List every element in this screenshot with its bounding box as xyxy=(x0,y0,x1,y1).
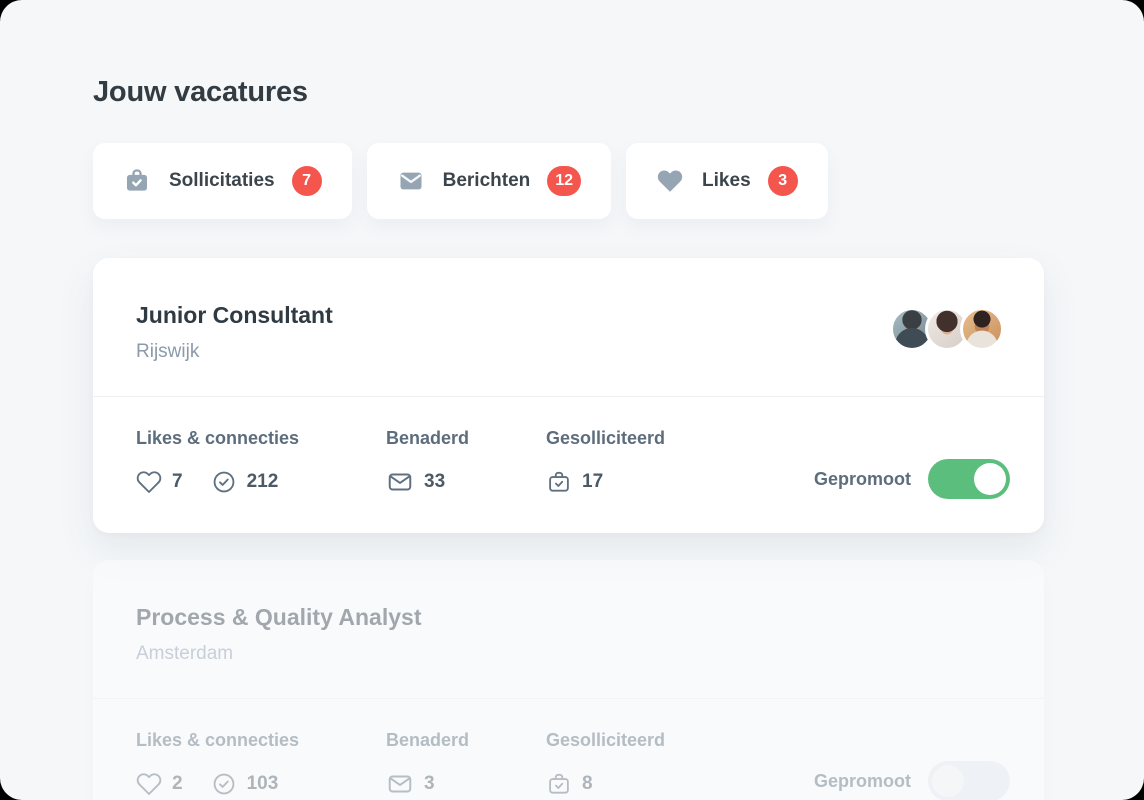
divider xyxy=(93,396,1044,397)
stat-values: 33 xyxy=(386,465,546,499)
heart-icon xyxy=(656,167,684,195)
promoted-toggle[interactable] xyxy=(928,761,1010,800)
summary-card-berichten[interactable]: Berichten 12 xyxy=(366,143,612,219)
likes-stat: 7 xyxy=(136,469,183,495)
briefcase-check-outline-icon xyxy=(546,469,572,495)
stat-label: Benaderd xyxy=(386,730,470,750)
applied-value: 8 xyxy=(582,773,593,794)
summary-row: Sollicitaties 7 Berichten 12 Likes 3 xyxy=(93,143,1044,219)
vacancy-card-process-quality-analyst[interactable]: Process & Quality Analyst Amsterdam Like… xyxy=(93,560,1044,800)
page-title: Jouw vacatures xyxy=(93,76,308,108)
stat-values: 2 103 xyxy=(136,767,386,800)
applied-stat: 17 xyxy=(546,469,603,495)
stat-values: 17 xyxy=(546,465,665,499)
promoted-control: Gepromoot xyxy=(814,761,1010,800)
envelope-icon xyxy=(397,167,425,195)
check-circle-icon xyxy=(211,771,237,797)
stat-col-benaderd: Benaderd 3 xyxy=(386,729,546,800)
stat-label: Likes & connecties xyxy=(136,730,300,750)
stat-col-gesolliciteerd: Gesolliciteerd 17 xyxy=(546,427,665,499)
likes-stat: 2 xyxy=(136,771,183,797)
connections-stat: 212 xyxy=(211,469,279,495)
vacancy-header: Junior Consultant Rijswijk xyxy=(93,258,1044,396)
avatar[interactable] xyxy=(960,307,1004,351)
stat-col-likes-connecties: Likes & connecties 2 xyxy=(136,729,386,800)
toggle-knob xyxy=(974,463,1006,495)
vacancy-titles: Junior Consultant Rijswijk xyxy=(136,300,333,364)
approached-value: 33 xyxy=(424,471,446,492)
stat-col-likes-connecties: Likes & connecties 7 xyxy=(136,427,386,499)
briefcase-check-icon xyxy=(123,167,151,195)
vacancy-card-junior-consultant[interactable]: Junior Consultant Rijswijk Likes & conne… xyxy=(93,258,1044,533)
envelope-outline-icon xyxy=(386,770,414,798)
stat-values: 3 xyxy=(386,767,546,800)
vacancy-title: Process & Quality Analyst xyxy=(136,604,422,630)
briefcase-check-outline-icon xyxy=(546,771,572,797)
connections-value: 103 xyxy=(246,773,279,794)
likes-value: 2 xyxy=(172,773,183,794)
summary-card-label: Sollicitaties xyxy=(169,170,275,191)
count-badge: 3 xyxy=(767,166,798,196)
vacancy-stats: Likes & connecties 2 xyxy=(93,699,1044,800)
approached-value: 3 xyxy=(424,773,435,794)
count-badge: 12 xyxy=(547,166,582,196)
vacancy-location: Rijswijk xyxy=(136,341,200,362)
check-circle-icon xyxy=(211,469,237,495)
count-badge: 7 xyxy=(291,166,322,196)
stat-label: Gesolliciteerd xyxy=(546,428,666,448)
stat-label: Likes & connecties xyxy=(136,428,300,448)
heart-outline-icon xyxy=(136,771,162,797)
envelope-outline-icon xyxy=(386,468,414,496)
stat-label: Benaderd xyxy=(386,428,470,448)
heart-outline-icon xyxy=(136,469,162,495)
summary-card-sollicitaties[interactable]: Sollicitaties 7 xyxy=(93,143,352,219)
promoted-control: Gepromoot xyxy=(814,459,1010,499)
connections-stat: 103 xyxy=(211,771,279,797)
avatar[interactable] xyxy=(890,307,934,351)
vacancy-header: Process & Quality Analyst Amsterdam xyxy=(93,560,1044,698)
promoted-label: Gepromoot xyxy=(814,770,911,791)
toggle-knob xyxy=(932,765,964,797)
promoted-label: Gepromoot xyxy=(814,468,911,489)
connections-value: 212 xyxy=(246,471,279,492)
vacancy-location: Amsterdam xyxy=(136,643,234,664)
promoted-toggle[interactable] xyxy=(928,459,1010,499)
approached-stat: 3 xyxy=(386,770,435,798)
approached-stat: 33 xyxy=(386,468,445,496)
stat-values: 8 xyxy=(546,767,665,800)
stat-values: 7 212 xyxy=(136,465,386,499)
summary-card-label: Likes xyxy=(702,170,751,191)
vacancy-titles: Process & Quality Analyst Amsterdam xyxy=(136,602,421,666)
vacancy-title: Junior Consultant xyxy=(136,302,333,328)
applied-value: 17 xyxy=(582,471,604,492)
summary-card-label: Berichten xyxy=(442,170,531,191)
applicant-avatars[interactable] xyxy=(890,307,1008,351)
stat-col-gesolliciteerd: Gesolliciteerd 8 xyxy=(546,729,665,800)
summary-card-likes[interactable]: Likes 3 xyxy=(626,143,828,219)
divider xyxy=(93,698,1044,699)
stat-col-benaderd: Benaderd 33 xyxy=(386,427,546,499)
vacancy-stats: Likes & connecties 7 xyxy=(93,397,1044,533)
likes-value: 7 xyxy=(172,471,183,492)
stat-label: Gesolliciteerd xyxy=(546,730,666,750)
applied-stat: 8 xyxy=(546,771,593,797)
